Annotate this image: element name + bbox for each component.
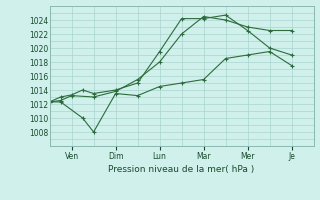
X-axis label: Pression niveau de la mer( hPa ): Pression niveau de la mer( hPa ) — [108, 165, 255, 174]
